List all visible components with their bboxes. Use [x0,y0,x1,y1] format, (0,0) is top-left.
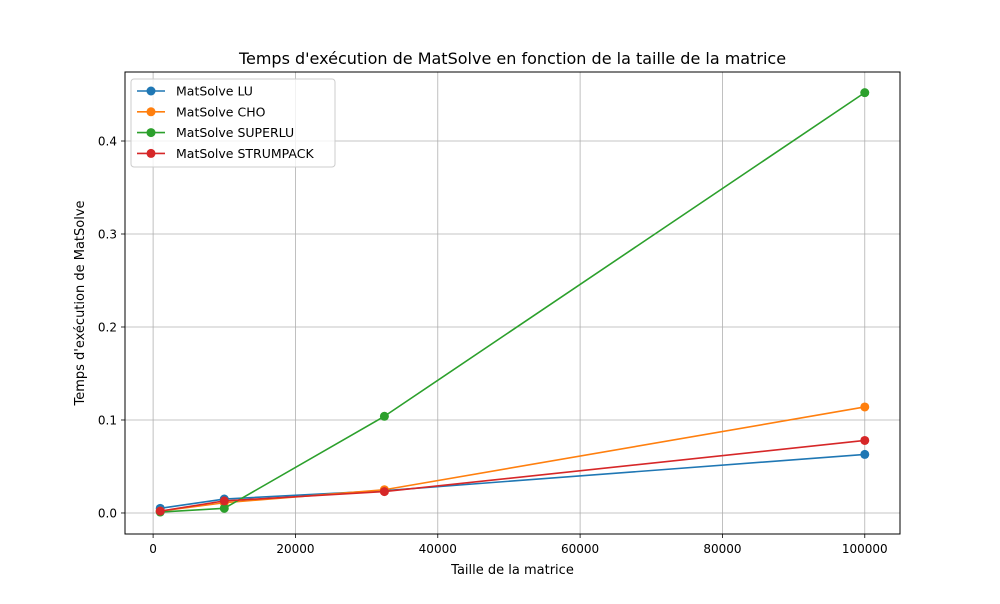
data-point [379,487,389,497]
data-point [219,496,229,506]
series-line [160,91,866,513]
legend-label: MatSolve CHO [176,104,266,119]
x-axis-ticks: 0 20000 40000 60000 80000 100000 [149,534,888,556]
data-point [860,449,870,459]
x-tick-label: 80000 [703,542,741,556]
data-point [379,411,389,421]
plot-frame [124,71,901,535]
series-layer [155,88,870,517]
legend-marker [146,107,156,117]
legend-entries: MatSolve LU MatSolve CHO MatSolve SUPERLU M… [137,84,314,161]
x-tick-label: 60000 [561,542,599,556]
legend: MatSolve LU MatSolve CHO MatSolve SUPERLU M… [130,78,336,168]
y-tick-label: 0.0 [98,506,117,520]
grid [125,72,900,534]
series-matsolve-strumpack [155,435,870,516]
x-axis-label: Taille de la matrice [450,563,574,578]
legend-marker [146,148,156,158]
y-axis-label: Temps d'exécution de MatSolve [73,200,88,406]
series-line [160,453,865,510]
legend-box [130,78,336,168]
y-axis-ticks: 0.0 0.1 0.2 0.3 0.4 [98,135,125,520]
x-tick-label: 40000 [419,542,457,556]
y-tick-label: 0.2 [98,320,117,334]
data-point [219,503,229,513]
y-tick-label: 0.4 [98,135,117,149]
series-line [160,439,865,512]
legend-label: MatSolve SUPERLU [176,125,294,140]
data-point [155,506,165,516]
chart-title: Temps d'exécution de MatSolve en fonctio… [238,49,786,68]
legend-entry: MatSolve CHO [137,104,266,119]
y-tick-label: 0.1 [98,413,117,427]
legend-entry: MatSolve LU [137,84,253,99]
y-tick-label: 0.3 [98,227,117,241]
legend-marker [146,128,156,138]
legend-marker [146,86,156,96]
x-tick-label: 20000 [276,542,314,556]
data-point [860,402,870,412]
legend-entry: MatSolve STRUMPACK [137,146,314,161]
data-point [860,88,870,98]
legend-entry: MatSolve SUPERLU [137,125,294,140]
x-tick-label: 0 [149,542,157,556]
x-tick-label: 100000 [842,542,888,556]
legend-label: MatSolve STRUMPACK [176,146,314,161]
legend-label: MatSolve LU [176,84,253,99]
data-point [860,435,870,445]
